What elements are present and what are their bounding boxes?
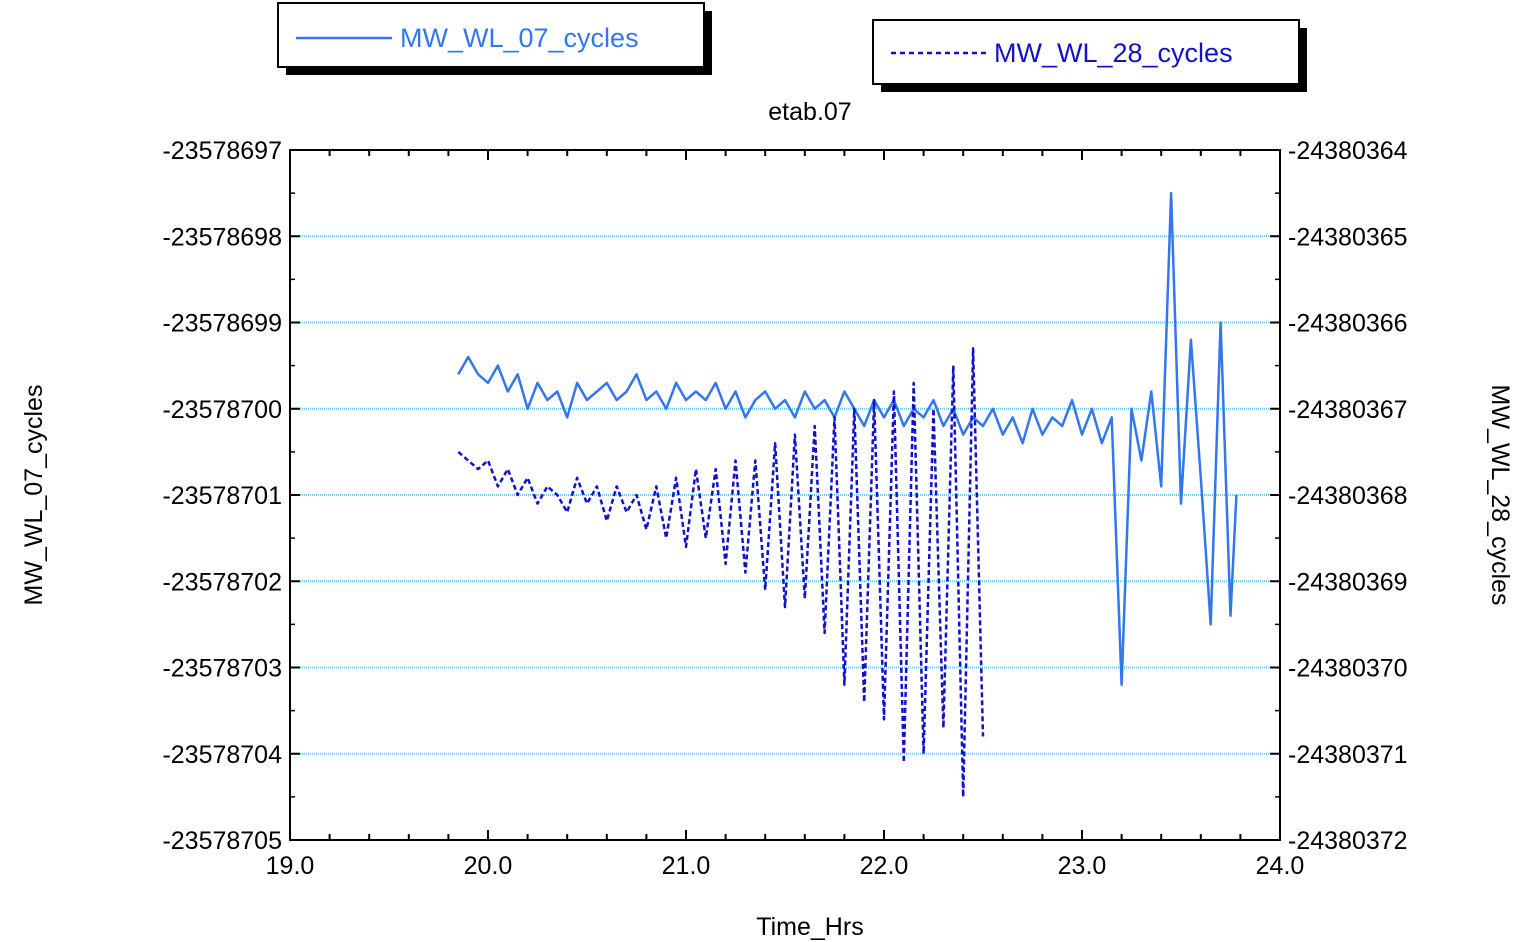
- y-tick-label-right: -24380364: [1288, 137, 1408, 165]
- x-tick-label: 22.0: [860, 852, 909, 880]
- y-tick-label-left: -23578700: [162, 396, 282, 424]
- legend-box-28: MW_WL_28_cycles: [872, 19, 1307, 92]
- y-tick-label-right: -24380371: [1288, 741, 1408, 769]
- legend-box-07: MW_WL_07_cycles: [277, 2, 712, 75]
- legend-label-07: MW_WL_07_cycles: [400, 23, 639, 53]
- y-axis-title-right: MW_WL_28_cycles: [1486, 385, 1514, 606]
- x-tick-label: 21.0: [662, 852, 711, 880]
- x-tick-label: 23.0: [1058, 852, 1107, 880]
- series-line-mw-wl-28: [457, 347, 985, 799]
- chart-title: etab.07: [768, 98, 851, 126]
- y-tick-label-right: -24380370: [1288, 655, 1408, 683]
- x-tick-label: 19.0: [266, 852, 315, 880]
- tick-labels: -23578697 -24380364 -23578698 -24380365 -235…: [162, 137, 1407, 880]
- y-tick-label-right: -24380365: [1288, 223, 1408, 251]
- y-tick-label-left: -23578704: [162, 741, 282, 769]
- y-tick-label-right: -24380367: [1288, 396, 1408, 424]
- y-tick-label-right: -24380366: [1288, 310, 1408, 338]
- y-tick-label-left: -23578703: [162, 655, 282, 683]
- y-axis-title-left: MW_WL_07_cycles: [20, 385, 48, 606]
- axis-ticks: [289, 149, 1281, 841]
- y-tick-label-right: -24380368: [1288, 482, 1408, 510]
- x-tick-label: 24.0: [1256, 852, 1305, 880]
- x-axis-title: Time_Hrs: [756, 913, 863, 941]
- series-line-mw-wl-07: [457, 191, 1238, 686]
- y-tick-label-left: -23578697: [162, 137, 282, 165]
- y-tick-label-left: -23578701: [162, 482, 282, 510]
- series-lines: [457, 191, 1238, 799]
- y-tick-label-right: -24380369: [1288, 568, 1408, 596]
- y-tick-label-left: -23578699: [162, 310, 282, 338]
- grid-lines: [290, 235, 1280, 755]
- x-tick-label: 20.0: [464, 852, 513, 880]
- y-tick-label-left: -23578705: [162, 827, 282, 855]
- y-tick-label-left: -23578698: [162, 223, 282, 251]
- legend-label-28: MW_WL_28_cycles: [994, 38, 1233, 68]
- y-tick-label-left: -23578702: [162, 568, 282, 596]
- y-tick-label-right: -24380372: [1288, 827, 1408, 855]
